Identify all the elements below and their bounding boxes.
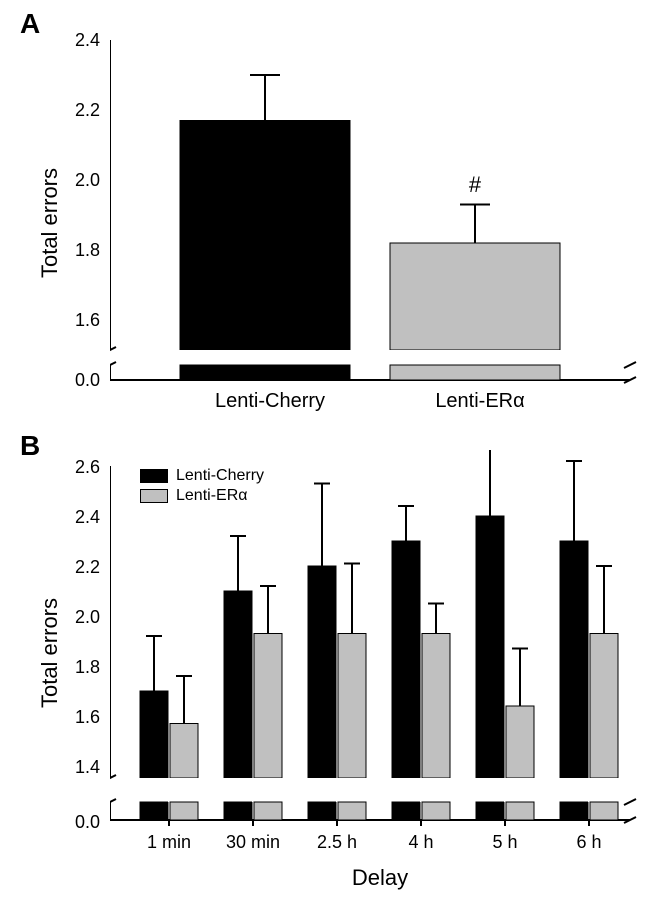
panel-a-ytick: 2.4 — [60, 30, 100, 51]
panel-b-xlabel: Delay — [260, 865, 500, 891]
figure-container: A Total errors 2.4 2.2 2.0 1.8 1.6 0.0 — [0, 0, 661, 911]
panel-b-label: B — [20, 430, 40, 462]
panel-a-chart: # — [110, 20, 650, 400]
panel-a-ytick: 1.6 — [60, 310, 100, 331]
bar-group-2p5h — [306, 484, 368, 827]
panel-b-ytick: 2.6 — [60, 457, 100, 478]
panel-b-xtick: 6 h — [549, 832, 629, 853]
panel-a-ytick: 1.8 — [60, 240, 100, 261]
panel-a-ytick: 2.2 — [60, 100, 100, 121]
panel-b-ylabel: Total errors — [37, 583, 63, 723]
panel-a-ytick: 2.0 — [60, 170, 100, 191]
panel-b-ytick: 1.6 — [60, 707, 100, 728]
bar-group-4h — [390, 506, 452, 826]
panel-a-ytick: 0.0 — [60, 370, 100, 391]
panel-b-ytick: 0.0 — [60, 812, 100, 833]
bar-lenti-cherry — [180, 121, 350, 351]
panel-b-ytick: 2.0 — [60, 607, 100, 628]
bar-group-1min — [138, 636, 200, 826]
bar-group-30min — [222, 536, 284, 826]
panel-b-xtick: 2.5 h — [297, 832, 377, 853]
bar-group-6h — [558, 461, 620, 826]
panel-b-chart — [110, 450, 650, 840]
panel-b-ytick: 2.2 — [60, 557, 100, 578]
panel-a-xtick: Lenti-ERα — [380, 390, 580, 413]
panel-b-ytick: 1.4 — [60, 757, 100, 778]
panel-b-xtick: 30 min — [213, 832, 293, 853]
panel-b-xtick: 4 h — [381, 832, 461, 853]
panel-b-xtick: 5 h — [465, 832, 545, 853]
panel-b-xtick: 1 min — [129, 832, 209, 853]
panel-a-label: A — [20, 8, 40, 40]
panel-b-ytick: 1.8 — [60, 657, 100, 678]
panel-b-ytick: 2.4 — [60, 507, 100, 528]
bar-group-5h — [474, 450, 536, 826]
panel-a-xtick: Lenti-Cherry — [170, 390, 370, 413]
bar-lenti-era — [390, 243, 560, 350]
sig-marker: # — [469, 172, 482, 197]
